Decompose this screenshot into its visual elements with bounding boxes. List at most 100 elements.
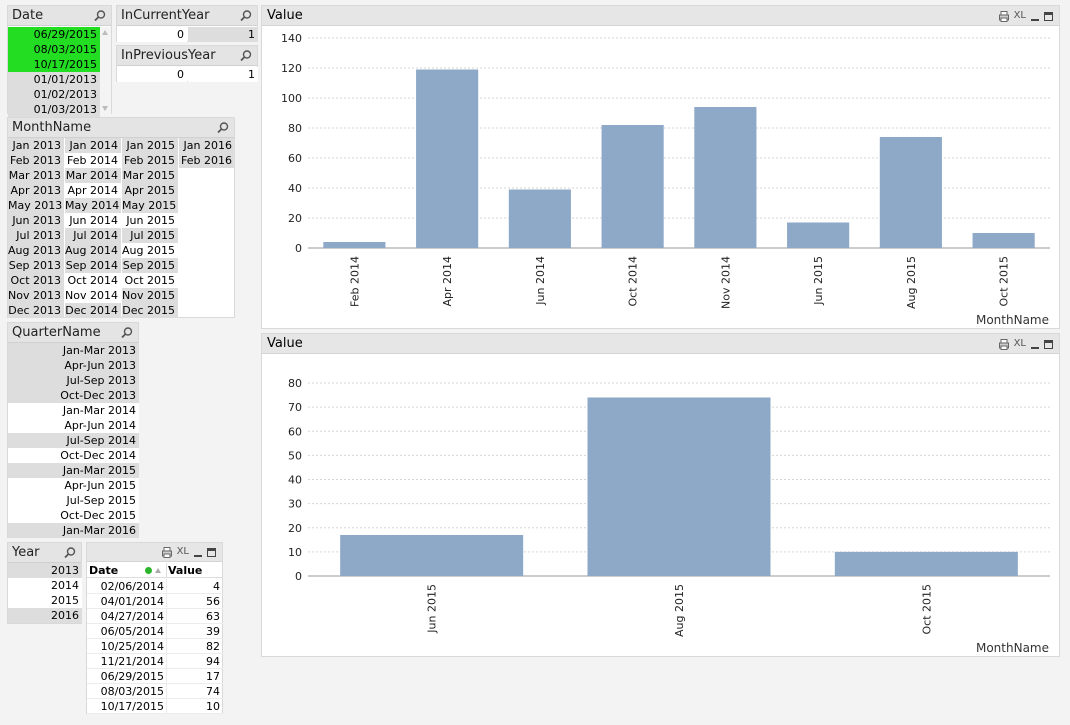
- value-chart-bottom[interactable]: Value XL 0 10 20 30 40 50 60 70 80 Jun 2015 Aug 20…: [261, 333, 1060, 657]
- xl-export-icon[interactable]: XL: [176, 546, 189, 557]
- column-header-date[interactable]: Date: [89, 564, 119, 577]
- listbox-item[interactable]: Apr-Jun 2015: [8, 478, 139, 493]
- maximize-icon[interactable]: [207, 547, 216, 557]
- inpreviousyear-value-0[interactable]: 0: [117, 67, 187, 82]
- listbox-item[interactable]: Apr 2014: [65, 183, 121, 198]
- listbox-item[interactable]: 2014: [8, 578, 82, 593]
- listbox-item[interactable]: May 2013: [8, 198, 64, 213]
- listbox-item[interactable]: Mar 2013: [8, 168, 64, 183]
- listbox-item[interactable]: Aug 2013: [8, 243, 64, 258]
- listbox-item[interactable]: Jan-Mar 2014: [8, 403, 139, 418]
- bar[interactable]: [508, 189, 571, 249]
- listbox-item[interactable]: Sep 2013: [8, 258, 64, 273]
- search-icon[interactable]: [120, 326, 134, 340]
- monthname-listbox[interactable]: MonthName Jan 2013 Feb 2013 Mar 2013 Apr 20…: [7, 117, 235, 318]
- search-icon[interactable]: [93, 9, 107, 23]
- monthname-header[interactable]: MonthName: [8, 118, 234, 138]
- maximize-icon[interactable]: [1044, 339, 1053, 349]
- listbox-item[interactable]: Apr-Jun 2013: [8, 358, 139, 373]
- quartername-listbox[interactable]: QuarterName Jan-Mar 2013 Apr-Jun 2013 Jul-…: [7, 322, 139, 538]
- table-row[interactable]: 02/06/2014 4: [87, 579, 223, 594]
- inpreviousyear-listbox[interactable]: InPreviousYear 0 1: [116, 45, 258, 82]
- listbox-item[interactable]: Jan-Mar 2013: [8, 343, 139, 358]
- scroll-up-icon[interactable]: [102, 30, 108, 35]
- column-header-value[interactable]: Value: [168, 564, 203, 577]
- bar[interactable]: [694, 107, 757, 248]
- listbox-item[interactable]: Apr-Jun 2014: [8, 418, 139, 433]
- listbox-item[interactable]: Dec 2015: [122, 303, 178, 318]
- incurrentyear-value-0[interactable]: 0: [117, 27, 187, 42]
- listbox-item[interactable]: Jan-Mar 2016: [8, 523, 139, 538]
- print-icon[interactable]: [998, 10, 1009, 22]
- listbox-item[interactable]: 2013: [8, 563, 82, 578]
- listbox-item[interactable]: 2016: [8, 608, 82, 623]
- listbox-item[interactable]: Feb 2013: [8, 153, 64, 168]
- listbox-item[interactable]: Jan 2013: [8, 138, 64, 153]
- bar-chart[interactable]: 0 20 40 60 80 100 120 140 Feb 2014 Apr 2014 Jun 20…: [262, 27, 1059, 329]
- date-listbox[interactable]: Date 06/29/2015 08/03/2015 10/17/2015 01/01…: [7, 5, 112, 117]
- listbox-item[interactable]: Nov 2015: [122, 288, 178, 303]
- listbox-item[interactable]: Nov 2013: [8, 288, 64, 303]
- listbox-item[interactable]: Oct-Dec 2014: [8, 448, 139, 463]
- listbox-item[interactable]: Nov 2014: [65, 288, 121, 303]
- listbox-item[interactable]: 01/03/2013: [8, 102, 100, 117]
- search-icon[interactable]: [63, 546, 77, 560]
- listbox-item[interactable]: 10/17/2015: [8, 57, 100, 72]
- bar[interactable]: [972, 233, 1035, 248]
- listbox-item[interactable]: Oct 2014: [65, 273, 121, 288]
- listbox-item[interactable]: Jul-Sep 2013: [8, 373, 139, 388]
- table-row[interactable]: 08/03/2015 74: [87, 684, 223, 699]
- xl-export-icon[interactable]: XL: [1013, 338, 1026, 349]
- table-row[interactable]: 06/05/2014 39: [87, 624, 223, 639]
- listbox-item[interactable]: Feb 2014: [65, 153, 121, 168]
- listbox-item[interactable]: Apr 2015: [122, 183, 178, 198]
- listbox-item[interactable]: Jul 2014: [65, 228, 121, 243]
- scroll-down-icon[interactable]: [102, 106, 108, 111]
- listbox-item[interactable]: Oct 2013: [8, 273, 64, 288]
- table-row[interactable]: 04/01/2014 56: [87, 594, 223, 609]
- listbox-item[interactable]: Jun 2013: [8, 213, 64, 228]
- chart-caption[interactable]: Value XL: [262, 6, 1059, 26]
- listbox-item[interactable]: Aug 2015: [122, 243, 178, 258]
- listbox-item[interactable]: Jul 2013: [8, 228, 64, 243]
- sort-indicator-icon[interactable]: [145, 567, 152, 574]
- listbox-item[interactable]: Sep 2015: [122, 258, 178, 273]
- sort-arrow-icon[interactable]: [155, 568, 161, 573]
- listbox-item[interactable]: Jul-Sep 2014: [8, 433, 139, 448]
- listbox-item[interactable]: May 2015: [122, 198, 178, 213]
- listbox-item[interactable]: May 2014: [65, 198, 121, 213]
- date-listbox-header[interactable]: Date: [8, 6, 111, 26]
- bar-chart[interactable]: 0 10 20 30 40 50 60 70 80 Jun 2015 Aug 2015 Oct 201…: [262, 355, 1059, 657]
- search-icon[interactable]: [216, 121, 230, 135]
- value-chart-top[interactable]: Value XL 0 20 40 60 80 100 120 140 Feb 2014 Apr 2…: [261, 5, 1060, 329]
- print-icon[interactable]: [161, 546, 172, 558]
- listbox-item[interactable]: Jul-Sep 2015: [8, 493, 139, 508]
- quartername-header[interactable]: QuarterName: [8, 323, 138, 343]
- table-caption[interactable]: XL: [87, 543, 222, 562]
- bar[interactable]: [601, 125, 664, 248]
- print-icon[interactable]: [998, 338, 1009, 350]
- listbox-item[interactable]: Jan 2016: [179, 138, 235, 153]
- listbox-item[interactable]: Feb 2016: [179, 153, 235, 168]
- listbox-item[interactable]: 08/03/2015: [8, 42, 100, 57]
- incurrentyear-value-1[interactable]: 1: [188, 27, 258, 42]
- xl-export-icon[interactable]: XL: [1013, 10, 1026, 21]
- bar[interactable]: [787, 222, 850, 249]
- bar[interactable]: [323, 242, 386, 248]
- listbox-item[interactable]: 2015: [8, 593, 82, 608]
- listbox-item[interactable]: Mar 2015: [122, 168, 178, 183]
- listbox-item[interactable]: Oct-Dec 2013: [8, 388, 139, 403]
- listbox-item[interactable]: Dec 2013: [8, 303, 64, 318]
- listbox-item[interactable]: Aug 2014: [65, 243, 121, 258]
- listbox-item[interactable]: Jan 2015: [122, 138, 178, 153]
- inpreviousyear-header[interactable]: InPreviousYear: [117, 46, 257, 66]
- bar[interactable]: [587, 397, 771, 576]
- bar[interactable]: [834, 551, 1018, 576]
- table-row[interactable]: 04/27/2014 63: [87, 609, 223, 624]
- table-row[interactable]: 10/17/2015 10: [87, 699, 223, 714]
- year-listbox[interactable]: Year 2013 2014 2015 2016: [7, 542, 82, 624]
- listbox-item[interactable]: Apr 2013: [8, 183, 64, 198]
- listbox-item[interactable]: Sep 2014: [65, 258, 121, 273]
- search-icon[interactable]: [239, 9, 253, 23]
- search-icon[interactable]: [239, 49, 253, 63]
